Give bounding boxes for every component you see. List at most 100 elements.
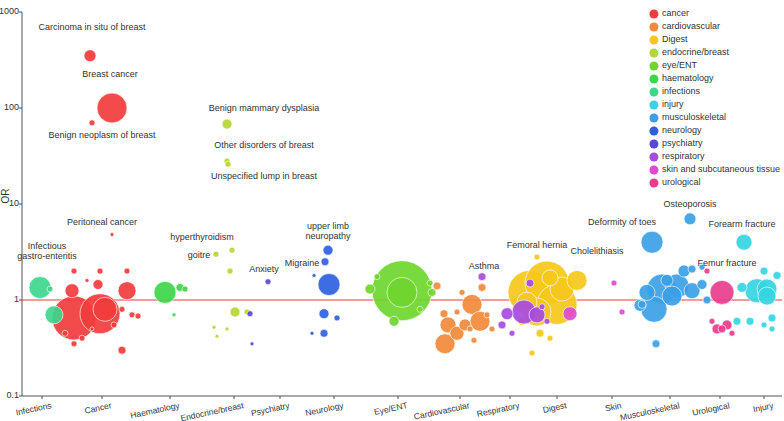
bubble [172, 313, 176, 317]
bubble [619, 309, 625, 315]
bubble [80, 294, 120, 334]
legend-swatch [649, 153, 658, 162]
annotation-line: Osteoporosis [663, 199, 717, 209]
x-tick-label: Urological [691, 400, 730, 418]
annotation-line: hyperthyroidism [170, 232, 234, 242]
bubble [758, 287, 776, 305]
bubble [484, 312, 490, 318]
annotation: Infectiousgastro-enteritis [17, 241, 77, 261]
x-axis-line [22, 396, 782, 397]
bubble [213, 251, 219, 257]
y-axis-label: OR [0, 189, 11, 204]
annotation: Other disorders of breast [214, 140, 314, 150]
bubble [547, 335, 553, 341]
y-axis-line [22, 12, 23, 396]
bubble [542, 270, 558, 286]
legend-label: eye/ENT [662, 60, 698, 70]
bubble [97, 268, 103, 274]
bubble [110, 233, 114, 237]
annotation: Peritoneal cancer [67, 217, 137, 227]
legend-label: musculoskeletal [662, 112, 726, 122]
bubble [111, 322, 117, 328]
bubble [225, 161, 231, 167]
x-tick-label: Psychiatry [250, 400, 291, 418]
bubble [250, 342, 254, 346]
bubble [135, 313, 141, 319]
x-tick [460, 396, 461, 399]
series-group [634, 213, 711, 348]
bubble [212, 325, 216, 329]
x-axis: InfectionsCancerHaematologyEndocrine/bre… [15, 396, 775, 421]
legend-swatch [649, 23, 658, 32]
annotation: goitre [188, 250, 211, 260]
bubble [641, 231, 663, 253]
bubble [71, 268, 77, 274]
legend-swatch [649, 36, 658, 45]
annotation: Carcinoma in situ of breast [38, 22, 146, 32]
legend-swatch [649, 101, 658, 110]
annotation-line: Forearm fracture [708, 219, 775, 229]
bubble [93, 280, 103, 290]
bubble [709, 318, 715, 324]
bubble [227, 268, 233, 274]
annotation-line: Benign neoplasm of breast [48, 130, 156, 140]
bubble [634, 299, 646, 311]
bubble [544, 318, 550, 324]
bubble [746, 317, 754, 325]
bubble [90, 327, 94, 331]
annotation: Osteoporosis [663, 199, 717, 209]
bubble [534, 254, 540, 260]
series-group [247, 279, 271, 346]
legend-swatch [649, 62, 658, 71]
annotation-line: Unspecified lump in breast [211, 171, 318, 181]
x-tick-label: Respiratory [476, 400, 521, 419]
bubble [47, 286, 53, 292]
legend-label: psychiatry [662, 138, 703, 148]
annotation-line: Migraine [285, 258, 320, 268]
bubble [662, 286, 682, 306]
x-tick [764, 396, 765, 399]
bubble [760, 267, 768, 275]
annotation-line: Benign mammary dysplasia [209, 103, 320, 113]
bubble [489, 326, 495, 332]
annotation-line: Carcinoma in situ of breast [38, 22, 146, 32]
annotation-line: Cholelithiasis [570, 246, 624, 256]
marks [29, 50, 781, 356]
bubble [118, 346, 126, 354]
bubble [454, 309, 460, 315]
bubble [737, 282, 747, 292]
x-tick-label: Digest [542, 400, 568, 415]
bubble [652, 340, 660, 348]
bubble [84, 50, 96, 62]
bubble [459, 289, 465, 295]
bubble [230, 307, 240, 317]
annotation-line: goitre [188, 250, 211, 260]
series-group [212, 119, 250, 338]
legend-label: endocrine/breast [662, 47, 730, 57]
series-group [154, 281, 188, 316]
x-tick-label: Haematology [129, 400, 181, 420]
annotation-line: gastro-enteritis [17, 251, 77, 261]
x-tick-label: Infections [15, 400, 53, 417]
bubble [526, 279, 534, 287]
series-group [733, 234, 781, 332]
x-tick [280, 396, 281, 399]
bubble [365, 284, 375, 294]
bubble [684, 213, 696, 225]
series-group [29, 276, 63, 323]
bubble [478, 273, 486, 281]
annotation-line: Infectious [28, 241, 67, 251]
annotation: Anxiety [249, 264, 279, 274]
x-tick [720, 396, 721, 399]
legend-label: infections [662, 86, 701, 96]
bubble [323, 245, 333, 255]
bubble [374, 274, 380, 280]
legend-label: Digest [662, 34, 688, 44]
annotation: upper limbneuropathy [305, 221, 351, 241]
x-tick-label: Endocrine/breast [179, 400, 245, 421]
bubble [501, 308, 513, 320]
bubble [498, 321, 506, 329]
y-axis: 0.11101001000 [0, 6, 22, 400]
bubble [65, 284, 79, 298]
bubble [539, 304, 545, 310]
